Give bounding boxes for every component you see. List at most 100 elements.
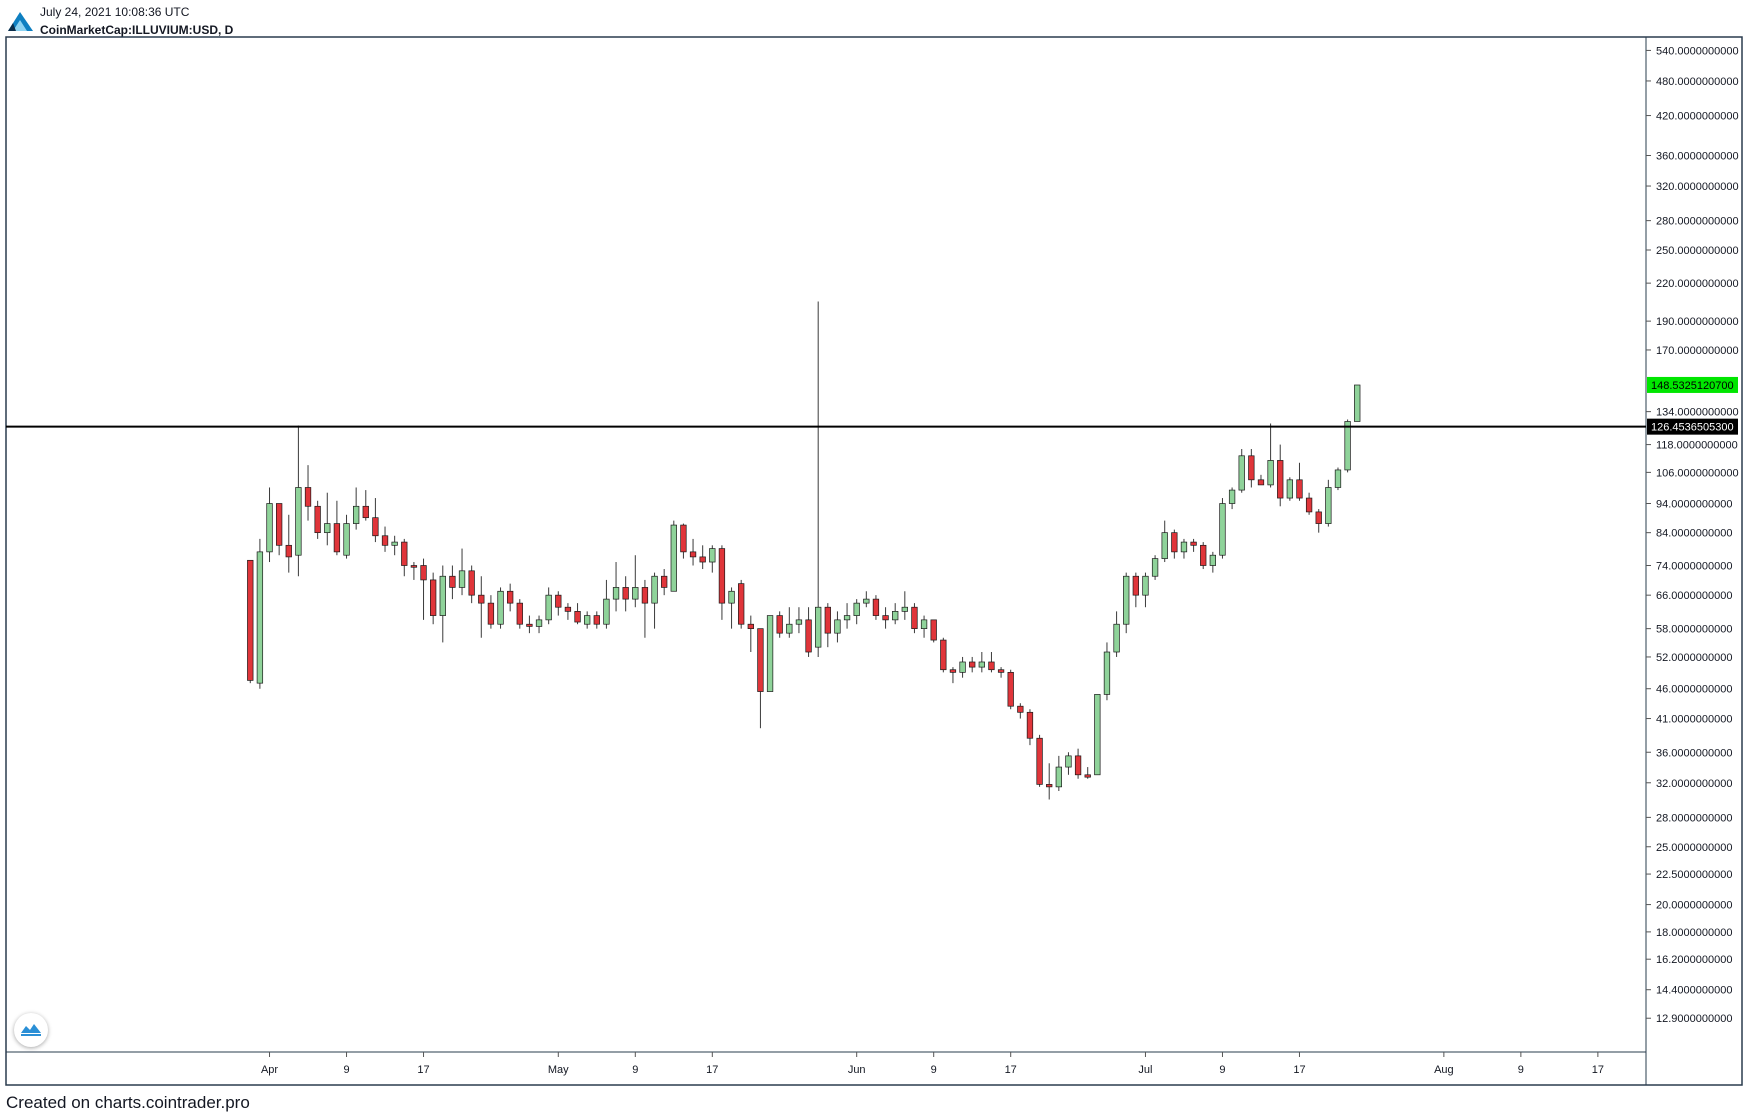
candle-up [1238,449,1245,493]
y-tick-label: 420.0000000000 [1656,111,1739,123]
candle-up [324,492,331,546]
candle-body [1180,541,1188,553]
candle-down [449,565,456,600]
candle-up [795,607,803,634]
candle-body [872,598,880,616]
candle-body [468,570,475,596]
candle-body [1219,503,1226,556]
candle-down [988,652,995,673]
y-tick-label: 360.0000000000 [1656,151,1739,163]
y-tick-label: 170.0000000000 [1656,345,1739,357]
candle-up [1267,423,1274,488]
candle-body [247,559,254,681]
candle-down [940,637,947,673]
candle-up [1094,694,1101,776]
candle-up [612,562,620,612]
candle-body [545,594,552,621]
candle-down [805,607,812,657]
candle-body [911,606,918,629]
candle-body [612,587,620,600]
candle-body [949,669,957,673]
y-tick-label: 540.0000000000 [1656,45,1739,57]
x-tick-label: Jul [1138,1064,1152,1076]
y-tick-label: 94.0000000000 [1656,499,1732,511]
y-tick-label: 28.0000000000 [1656,812,1732,824]
candle-up [1209,551,1216,573]
candle-up [1151,555,1159,580]
candle-body [449,575,456,588]
candle-up [256,538,264,689]
candle-body [1084,774,1091,778]
candle-body [391,541,398,546]
y-tick-label: 280.0000000000 [1656,216,1739,228]
candle-down [1026,709,1034,746]
candle-down [882,607,889,629]
candlestick-chart[interactable]: 540.0000000000 480.0000000000 420.00000000… [0,0,1750,1090]
candle-up [584,611,591,629]
candle-body [988,661,995,671]
candle-body [1074,755,1082,776]
candle-body [843,615,851,621]
level-price-tag [1647,418,1738,435]
x-tick-label: 17 [417,1064,429,1076]
cointrader-badge-icon[interactable] [14,1013,48,1047]
x-tick-label: Apr [261,1064,278,1076]
y-tick-label: 22.5000000000 [1656,869,1732,881]
candle-down [1036,734,1043,787]
candle-body [487,602,495,625]
candle-up [728,587,735,629]
candle-body [1151,558,1159,577]
candle-down [381,526,389,552]
candle-body [1036,737,1043,785]
candle-body [969,661,976,668]
candle-up [853,599,860,625]
candle-up [1103,642,1111,701]
candle-up [959,656,966,678]
candle-body [458,570,466,588]
candle-up [920,615,928,638]
candle-down [333,500,341,556]
y-tick-label: 41.0000000000 [1656,714,1732,726]
candle-down [526,615,533,634]
candle-up [458,548,466,596]
candle-body [304,487,312,507]
candle-down [420,558,427,620]
y-tick-label: 12.9000000000 [1656,1013,1732,1025]
candle-body [381,535,389,546]
candle-body [1334,469,1342,488]
candle-body [670,524,677,592]
candle-body [1046,784,1053,788]
candle-body [1354,384,1361,422]
candle-body [1325,487,1332,524]
candle-body [1103,651,1111,695]
candle-body [564,606,572,612]
candle-down [872,595,880,620]
candle-body [834,619,841,634]
candle-up [1142,572,1149,608]
candle-body [333,523,341,553]
candle-up [1344,419,1351,473]
y-tick-label: 84.0000000000 [1656,528,1732,540]
candle-down [1315,509,1322,533]
candle-up [670,520,677,592]
candle-down [776,611,783,638]
x-tick-label: Aug [1434,1064,1454,1076]
candle-body [728,590,735,604]
candle-down [564,603,572,620]
candle-body [766,615,774,692]
candle-body [1065,755,1072,768]
candle-body [420,565,427,581]
candle-down [285,514,292,573]
candle-down [304,465,312,521]
y-tick-label: 16.2000000000 [1656,954,1732,966]
x-tick-label: 9 [632,1064,638,1076]
candle-body [1094,694,1101,776]
candle-up [1228,487,1236,510]
candle-up [1161,520,1168,563]
level-price-label: 126.4536505300 [1651,422,1734,434]
candle-down [555,591,562,616]
x-tick-label: 17 [1592,1064,1604,1076]
chart-timestamp: July 24, 2021 10:08:36 UTC [40,5,190,19]
y-tick-label: 118.0000000000 [1656,440,1738,452]
candle-body [1238,455,1245,491]
